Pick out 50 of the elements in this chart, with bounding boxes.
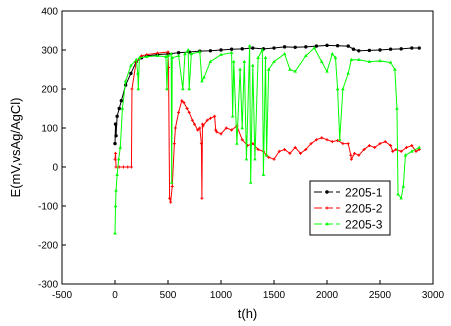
point	[251, 46, 254, 50]
legend-label: 2205-3	[345, 218, 383, 232]
point	[378, 48, 382, 52]
point	[230, 48, 234, 51]
point	[113, 142, 117, 146]
x-tick-label: 500	[160, 290, 177, 301]
point	[282, 45, 286, 49]
point	[410, 46, 414, 50]
x-tick-label: 1000	[210, 290, 233, 301]
point	[357, 49, 360, 52]
x-axis-title: t(h)	[238, 306, 258, 321]
point	[219, 48, 223, 52]
y-tick-label: -200	[38, 240, 58, 252]
legend-label: 2205-1	[345, 186, 383, 200]
point	[304, 45, 308, 49]
x-tick-label: 1500	[262, 290, 286, 301]
y-tick-label: 400	[41, 6, 58, 18]
y-axis-title: E(mV,vsAg/AgCl)	[8, 98, 23, 198]
point	[115, 114, 119, 118]
point	[129, 72, 133, 76]
point	[314, 44, 318, 48]
point	[325, 44, 329, 48]
point	[114, 122, 118, 126]
legend-label: 2205-2	[345, 202, 383, 216]
x-tick-label: 2000	[316, 290, 339, 301]
point	[336, 44, 340, 48]
point	[368, 48, 372, 52]
y-tick-label: 0	[52, 162, 58, 174]
point	[388, 48, 392, 51]
point	[272, 46, 276, 50]
x-tick-label: -500	[52, 290, 72, 301]
point	[294, 46, 297, 49]
y-tick-label: 300	[41, 46, 58, 56]
point	[120, 99, 124, 102]
point	[240, 47, 244, 51]
x-tick-label: 0	[112, 290, 118, 301]
point	[176, 51, 180, 54]
x-tick-label: 2500	[368, 290, 392, 301]
point	[114, 134, 118, 138]
y-tick-label: -100	[38, 202, 58, 212]
point	[118, 106, 121, 110]
point	[400, 47, 403, 51]
y-tick-label: -300	[38, 280, 58, 290]
point	[418, 46, 421, 50]
point	[352, 48, 356, 51]
x-tick-label: 3000	[422, 290, 445, 301]
y-tick-label: 100	[41, 124, 58, 134]
point	[208, 49, 212, 52]
y-tick-label: 200	[41, 84, 58, 96]
point	[346, 44, 350, 48]
